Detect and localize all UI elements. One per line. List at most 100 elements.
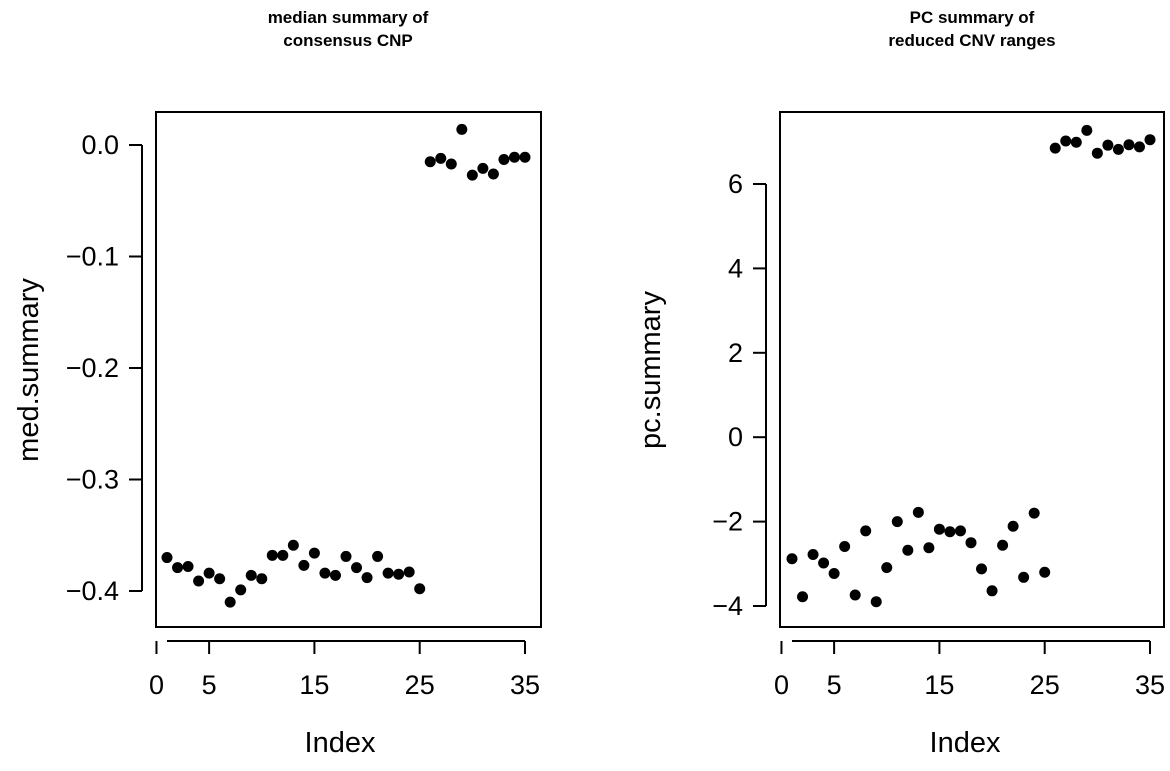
y-tick-label: −4 [712, 591, 743, 621]
x-tick-label: 15 [924, 670, 954, 700]
x-tick-label: 5 [202, 670, 217, 700]
data-point [466, 169, 478, 181]
data-point [933, 523, 945, 535]
data-point [382, 567, 394, 579]
data-point [1081, 124, 1093, 136]
data-point [807, 549, 819, 561]
data-point [224, 596, 236, 608]
y-axis-label: pc.summary [635, 291, 667, 449]
chart-panel-2: PC summary of reduced CNV ranges 0 5 15 25 35 −… [635, 8, 1165, 759]
plot-frame [779, 111, 1165, 628]
x-axis-label: Index [305, 727, 376, 759]
data-point [414, 583, 426, 595]
data-point [828, 568, 840, 580]
data-point [203, 567, 215, 579]
data-point [266, 549, 278, 561]
data-point [1060, 135, 1072, 147]
data-point [214, 573, 226, 585]
x-axis-label: Index [930, 727, 1001, 759]
data-point [1133, 141, 1145, 153]
x-tick-label: 25 [1030, 670, 1060, 700]
data-point [881, 562, 893, 574]
chart-title-line: PC summary of [910, 8, 1035, 27]
data-point [435, 152, 447, 164]
y-tick-label: 0 [728, 422, 743, 452]
data-point [1144, 134, 1156, 146]
data-point [1018, 571, 1030, 583]
data-point [902, 544, 914, 556]
data-point [161, 552, 173, 564]
data-point [319, 567, 331, 579]
data-point [912, 506, 924, 518]
data-point [891, 516, 903, 528]
y-tick-label: −0.1 [66, 242, 119, 272]
data-point [1123, 139, 1135, 151]
y-tick-label: −0.3 [66, 465, 119, 495]
data-point [424, 156, 436, 168]
data-point [1028, 507, 1040, 519]
data-point [351, 562, 363, 574]
x-tick-label: 25 [405, 670, 435, 700]
data-point [393, 568, 405, 580]
data-point [1091, 147, 1103, 159]
y-tick-label: −0.2 [66, 353, 119, 383]
x-tick-label: 0 [149, 670, 164, 700]
data-point [193, 575, 205, 587]
data-point [477, 162, 489, 174]
data-point [256, 573, 268, 585]
x-tick-label: 5 [827, 670, 842, 700]
data-point [182, 560, 194, 572]
data-point [1049, 142, 1061, 154]
data-point [235, 584, 247, 596]
data-point [308, 547, 320, 559]
data-point [1112, 143, 1124, 155]
x-tick-label: 0 [774, 670, 789, 700]
data-point [870, 596, 882, 608]
y-tick-label: −2 [712, 507, 743, 537]
data-point [976, 563, 988, 575]
data-point [508, 151, 520, 163]
x-tick-label: 35 [510, 670, 540, 700]
data-point [860, 525, 872, 537]
data-point [797, 591, 809, 603]
data-point [445, 158, 457, 170]
data-point [245, 569, 257, 581]
data-point [965, 537, 977, 549]
data-point [923, 542, 935, 554]
data-point [298, 559, 310, 571]
data-point [839, 540, 851, 552]
data-point [329, 569, 341, 581]
plot-frame [155, 111, 542, 628]
data-point [849, 589, 861, 601]
y-tick-label: 2 [728, 338, 743, 368]
data-point [340, 550, 352, 562]
data-point [519, 151, 531, 163]
data-point [277, 549, 289, 561]
data-point [498, 153, 510, 165]
chart-title-line: consensus CNP [283, 31, 412, 50]
data-point [986, 585, 998, 597]
data-point [372, 550, 384, 562]
chart-panel-1: median summary of consensus CNP 0 5 15 25 35 −0… [13, 8, 542, 759]
data-point [944, 526, 956, 538]
chart-title-line: median summary of [268, 8, 429, 27]
x-tick-label: 35 [1135, 670, 1165, 700]
chart-title-line: reduced CNV ranges [888, 31, 1055, 50]
data-point [287, 539, 299, 551]
y-tick-label: −0.4 [66, 576, 119, 606]
x-tick-label: 15 [299, 670, 329, 700]
data-point [997, 539, 1009, 551]
data-point [786, 553, 798, 565]
y-tick-label: 4 [728, 253, 743, 283]
data-point [456, 123, 468, 135]
data-point [361, 572, 373, 584]
data-point [818, 557, 830, 569]
y-axis-label: med.summary [13, 278, 45, 462]
data-point [1070, 136, 1082, 148]
data-point [1039, 566, 1051, 578]
y-tick-label: 0.0 [81, 130, 119, 160]
y-tick-label: 6 [728, 169, 743, 199]
data-point [172, 562, 184, 574]
data-point [1007, 520, 1019, 532]
